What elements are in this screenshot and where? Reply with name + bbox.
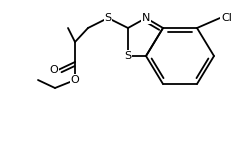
- Text: O: O: [49, 65, 58, 75]
- Text: S: S: [104, 13, 112, 23]
- Text: N: N: [142, 13, 150, 23]
- Text: O: O: [71, 75, 79, 85]
- Text: Cl: Cl: [221, 13, 232, 23]
- Text: S: S: [125, 51, 132, 61]
